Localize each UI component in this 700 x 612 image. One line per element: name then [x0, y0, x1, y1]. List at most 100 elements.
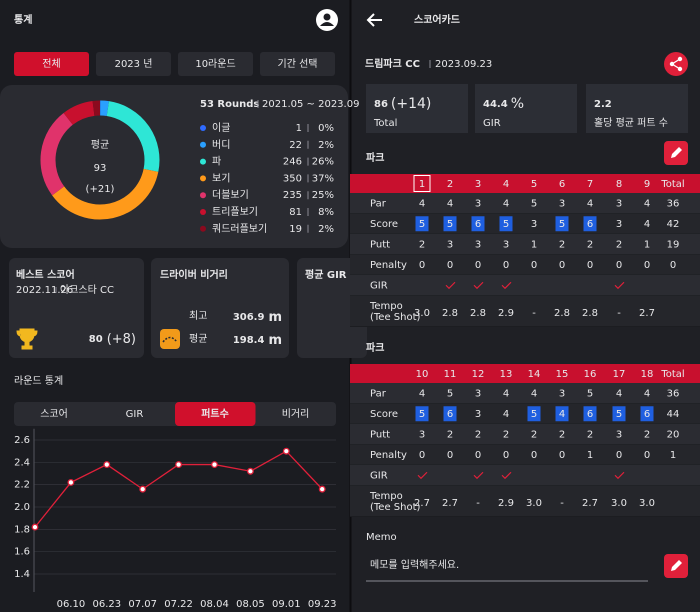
over-par-box — [527, 406, 541, 422]
row-label: Penalty — [370, 450, 407, 461]
penalty-value: 0 — [616, 450, 622, 461]
putt-value: 3 — [419, 429, 425, 440]
par-value: 4 — [419, 198, 425, 209]
share-button[interactable] — [664, 52, 688, 76]
period-tab-label: 2023 년 — [115, 58, 153, 70]
driver-icon-arc — [162, 336, 178, 343]
legend-name: 이글 — [212, 122, 230, 134]
score-value: 5 — [503, 219, 509, 230]
x-tick-label: 09.23 — [308, 599, 337, 610]
penalty-value: 0 — [503, 450, 509, 461]
par-value: 3 — [559, 388, 565, 399]
y-tick-label: 2.0 — [14, 502, 30, 513]
course-name: 드림파크 CC — [365, 57, 420, 70]
period-tab-label: 전체 — [42, 58, 60, 70]
row-label: GIR — [370, 470, 388, 481]
over-par-box — [443, 216, 457, 232]
y-tick-label: 2.2 — [14, 480, 30, 491]
par-value: 3 — [616, 198, 622, 209]
putts-point — [139, 485, 147, 493]
tempo-value: 3.0 — [639, 498, 655, 509]
best-score: 80 (+8) — [89, 332, 136, 347]
par-value: 4 — [503, 198, 509, 209]
x-tick-label: 07.22 — [164, 599, 193, 610]
score-value: 5 — [559, 219, 565, 230]
driver-avg-label: 평균 — [189, 333, 207, 345]
row-label: GIR — [370, 280, 388, 291]
hole-number: 17 — [613, 369, 626, 380]
table-row — [350, 193, 700, 214]
driver-avg: 198.4 m — [233, 333, 282, 348]
period-tab[interactable] — [260, 52, 335, 76]
y-tick-label: 2.6 — [14, 435, 30, 446]
period-tab[interactable] — [178, 52, 253, 76]
putts-point — [67, 478, 75, 486]
y-tick-label: 1.4 — [14, 569, 30, 580]
stat-box — [475, 84, 577, 133]
par-value: 4 — [644, 198, 650, 209]
memo-title: Memo — [366, 532, 397, 543]
tempo-value: 2.9 — [498, 498, 514, 509]
legend-count: 350 — [283, 173, 302, 184]
y-tick-label: 1.6 — [14, 547, 30, 558]
putts-point — [246, 467, 254, 475]
par-value: 4 — [447, 198, 453, 209]
par-value: 4 — [587, 198, 593, 209]
over-par-box — [499, 216, 513, 232]
penalty-value: 0 — [559, 260, 565, 271]
score-value: 5 — [616, 409, 622, 420]
row-label: Penalty — [370, 260, 407, 271]
penalty-value: 0 — [616, 260, 622, 271]
stat-value: 2.2 — [594, 99, 612, 110]
driver-max-value: 306.9 — [233, 312, 265, 323]
par-total: 36 — [667, 388, 680, 399]
penalty-value: 0 — [503, 260, 509, 271]
period-tab[interactable] — [96, 52, 171, 76]
penalty-value: 0 — [587, 260, 593, 271]
donut-segment — [52, 168, 159, 220]
hole-number: 5 — [531, 179, 537, 190]
over-par-box — [612, 406, 626, 422]
back-button[interactable] — [366, 13, 382, 27]
score-value: 3 — [475, 409, 481, 420]
legend-percent: 8% — [318, 207, 334, 218]
metric-tab-selected[interactable] — [175, 402, 256, 426]
table-row — [350, 295, 700, 327]
table-row — [350, 254, 700, 275]
table-row — [350, 383, 700, 404]
par-total: 36 — [667, 198, 680, 209]
hole-number: 6 — [559, 179, 565, 190]
legend-percent: 25% — [312, 190, 334, 201]
stat-label: GIR — [483, 118, 501, 129]
stat-value: 86 (+14) — [374, 96, 431, 112]
hole-number: 18 — [641, 369, 654, 380]
score-total: 44 — [667, 409, 680, 420]
putts-point — [318, 485, 326, 493]
period-tab[interactable] — [14, 52, 89, 76]
putt-value: 2 — [616, 239, 622, 250]
x-tick-label: 08.04 — [200, 599, 229, 610]
edit-icon — [671, 147, 682, 158]
putt-value: 2 — [503, 429, 509, 440]
tempo-value: 2.8 — [442, 308, 458, 319]
par-value: 5 — [447, 388, 453, 399]
score-value: 3 — [531, 219, 537, 230]
hole-number: 4 — [503, 179, 509, 190]
penalty-value: 0 — [531, 260, 537, 271]
putt-value: 2 — [587, 429, 593, 440]
table-row — [350, 213, 700, 234]
tempo-value: 2.7 — [639, 308, 655, 319]
putt-value: 3 — [503, 239, 509, 250]
score-value: 6 — [447, 409, 453, 420]
putts-point — [175, 461, 183, 468]
score-value: 6 — [587, 219, 593, 230]
hole-number: 9 — [644, 179, 650, 190]
legend-count: 19 — [289, 224, 302, 235]
score-value: 3 — [616, 219, 622, 230]
par-value: 4 — [616, 388, 622, 399]
putt-value: 2 — [559, 429, 565, 440]
share-icon-dot — [669, 61, 675, 67]
row-sublabel: (Tee Shot) — [370, 502, 421, 513]
section-title: 파크 — [366, 151, 384, 164]
table-row — [350, 485, 700, 517]
